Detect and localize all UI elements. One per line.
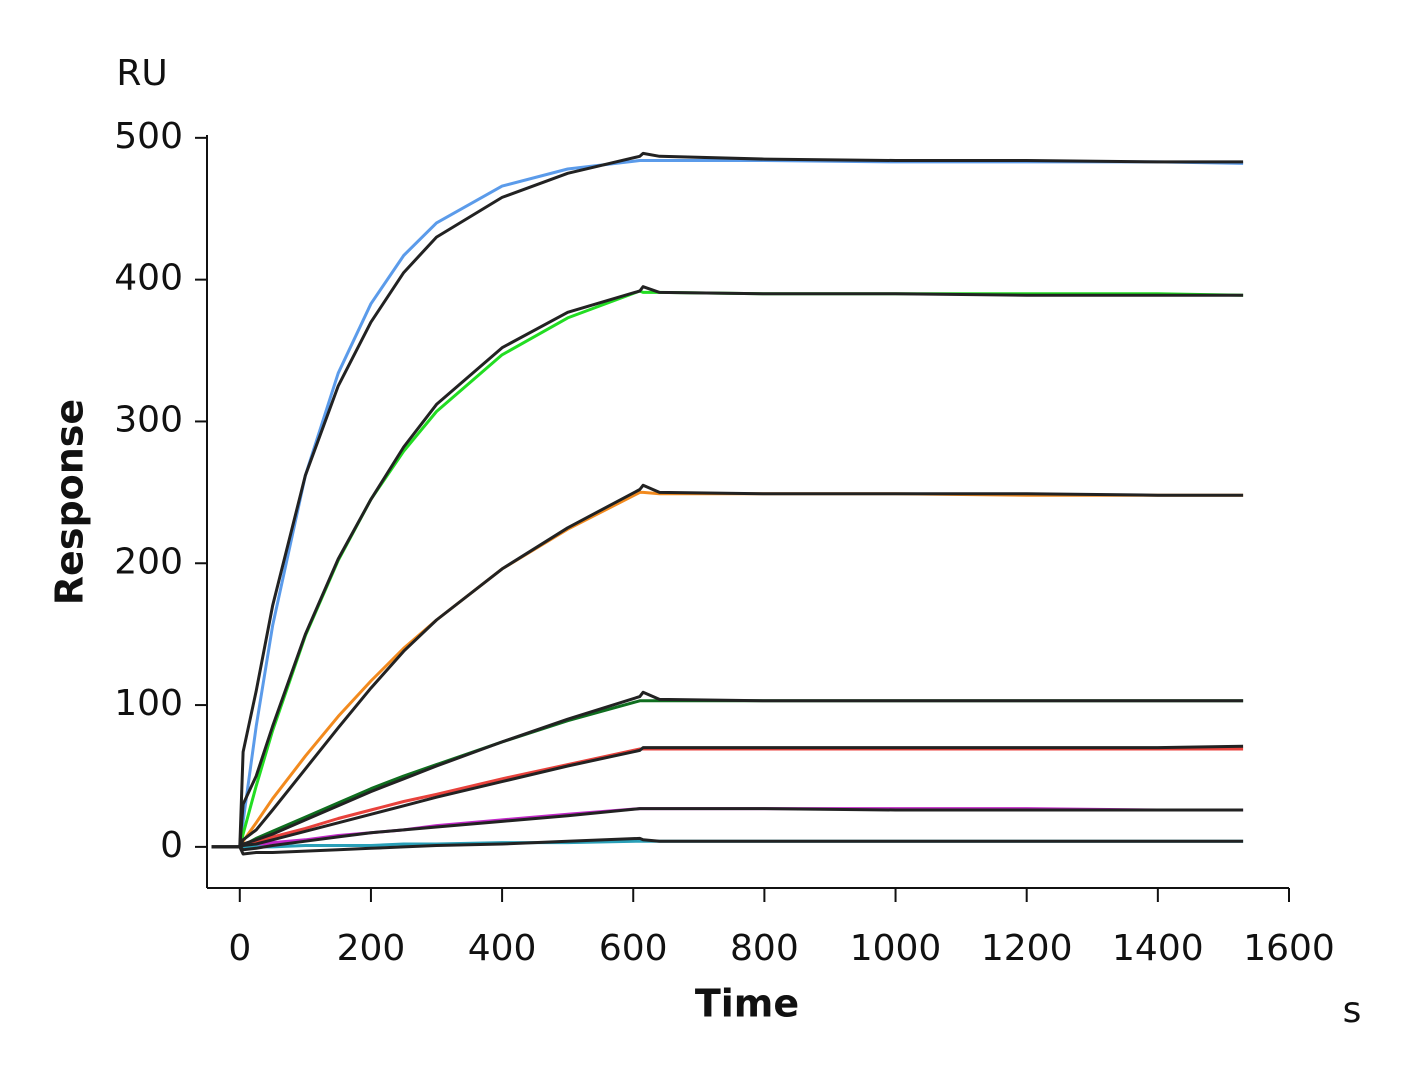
y-tick-label: 100 bbox=[114, 683, 183, 724]
x-tick-label: 800 bbox=[730, 928, 799, 969]
y-tick-label: 300 bbox=[114, 399, 183, 440]
x-tick-label: 200 bbox=[337, 928, 406, 969]
series-line bbox=[211, 483, 1244, 849]
y-tick-label: 0 bbox=[160, 825, 183, 866]
x-tick-label: 1200 bbox=[981, 928, 1073, 969]
series-line bbox=[238, 490, 1244, 848]
series-line bbox=[211, 744, 1244, 849]
series-line bbox=[211, 807, 1244, 852]
series-line bbox=[238, 289, 1244, 848]
y-tick-label: 500 bbox=[114, 116, 183, 157]
series-line bbox=[239, 699, 1244, 849]
y-unit: RU bbox=[116, 53, 167, 94]
series-line bbox=[238, 159, 1244, 848]
series-line bbox=[211, 836, 1244, 856]
series-line bbox=[211, 285, 1244, 849]
x-tick-label: 1600 bbox=[1243, 928, 1335, 969]
x-axis-title: Time bbox=[695, 982, 799, 1026]
x-tick-label: 1000 bbox=[850, 928, 942, 969]
x-tick-label: 0 bbox=[228, 928, 251, 969]
x-tick-label: 400 bbox=[468, 928, 537, 969]
series-line bbox=[211, 690, 1244, 849]
y-axis-title: Response bbox=[48, 399, 92, 605]
x-tick-label: 1400 bbox=[1112, 928, 1204, 969]
series-line bbox=[211, 151, 1244, 849]
x-unit: s bbox=[1343, 990, 1362, 1031]
x-tick-label: 600 bbox=[599, 928, 668, 969]
y-tick-label: 400 bbox=[114, 258, 183, 299]
y-tick-label: 200 bbox=[114, 541, 183, 582]
